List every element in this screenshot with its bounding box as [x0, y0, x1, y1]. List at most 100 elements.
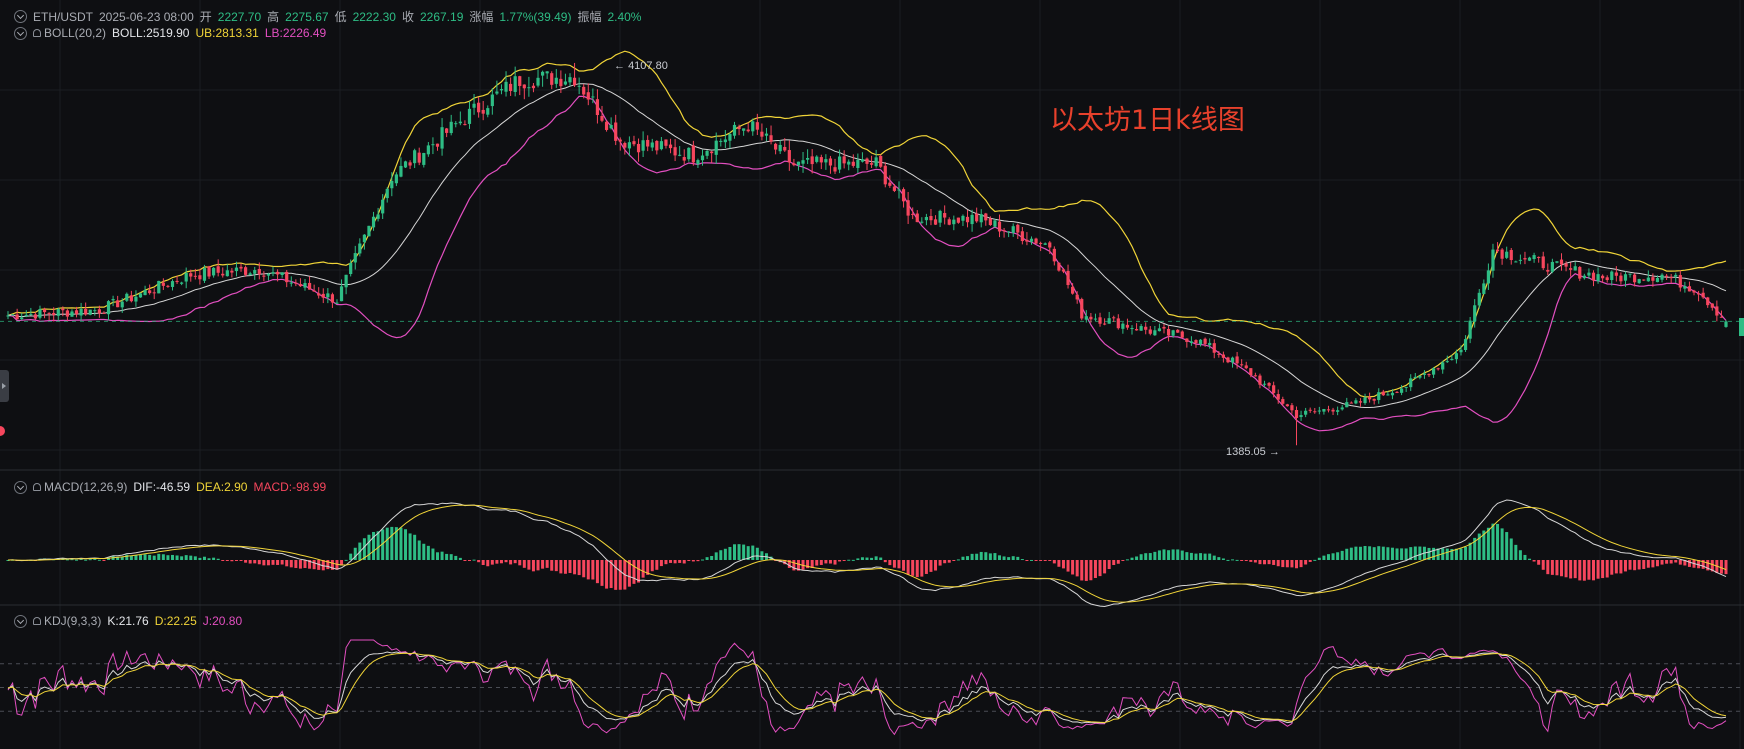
candle-body	[929, 216, 933, 221]
candle-body	[248, 273, 252, 276]
candle-body	[1089, 316, 1093, 320]
candle-body	[1436, 368, 1440, 370]
candle-body	[426, 145, 430, 155]
candle-body	[1007, 231, 1011, 233]
bell-icon[interactable]	[33, 29, 41, 37]
low-marker-value: 1385.05	[1226, 446, 1266, 458]
candle-body	[1546, 269, 1550, 272]
candle-body	[710, 151, 714, 154]
macd-histogram-bar	[362, 538, 366, 560]
macd-histogram-bar	[1281, 560, 1285, 568]
macd-histogram-bar	[326, 560, 330, 570]
candle-body	[751, 121, 755, 132]
macd-histogram-bar	[1313, 559, 1317, 561]
macd-histogram-bar	[276, 560, 280, 565]
candle-body	[120, 301, 124, 308]
macd-histogram-bar	[1358, 546, 1362, 560]
macd-histogram-bar	[449, 554, 453, 560]
candle-body	[705, 150, 709, 156]
candle-body	[362, 234, 366, 243]
macd-histogram-bar	[207, 558, 211, 560]
side-panel-handle[interactable]	[0, 370, 9, 402]
boll-ub-value: UB:2813.31	[195, 26, 259, 40]
macd-histogram-bar	[1687, 560, 1691, 567]
candle-body	[1628, 273, 1632, 275]
candle-body	[815, 156, 819, 162]
high-marker-value: 4107.80	[628, 60, 668, 72]
kdj-k-line	[7, 651, 1727, 724]
macd-histogram-bar	[1295, 560, 1298, 569]
collapse-icon[interactable]	[14, 10, 27, 23]
candle-body	[111, 298, 115, 301]
macd-histogram-bar	[1582, 560, 1586, 581]
macd-histogram-bar	[125, 554, 129, 560]
macd-histogram-bar	[618, 560, 622, 590]
macd-histogram-bar	[367, 534, 371, 560]
candle-body	[513, 76, 517, 93]
macd-histogram-bar	[157, 553, 161, 560]
candle-body	[874, 157, 878, 167]
macd-histogram-bar	[1724, 560, 1728, 575]
kdj-d-value: D:22.25	[154, 614, 197, 628]
candle-body	[212, 267, 216, 276]
candle-body	[257, 268, 261, 275]
candle-body	[1660, 274, 1664, 280]
candle-body	[326, 293, 330, 298]
macd-histogram-bar	[536, 560, 540, 571]
macd-histogram-bar	[1345, 548, 1349, 560]
macd-histogram-bar	[1080, 560, 1084, 581]
macd-histogram-bar	[1386, 547, 1390, 560]
candle-body	[472, 103, 476, 108]
candle-body	[1048, 242, 1052, 248]
candle-body	[1719, 316, 1724, 318]
macd-histogram-bar	[1212, 555, 1216, 560]
candle-body	[1121, 323, 1125, 329]
macd-histogram-bar	[1482, 530, 1486, 560]
macd-histogram-bar	[1349, 547, 1353, 560]
macd-histogram-bar	[431, 548, 435, 560]
candle-body	[1696, 293, 1701, 295]
candle-body	[134, 296, 138, 302]
candle-body	[180, 282, 184, 284]
macd-histogram-bar	[609, 560, 613, 588]
macd-histogram-bar	[1153, 551, 1157, 560]
macd-histogram-bar	[1263, 560, 1267, 565]
macd-histogram-bar	[225, 560, 229, 561]
macd-histogram-bar	[1719, 560, 1723, 574]
macd-histogram-bar	[664, 560, 668, 565]
collapse-icon[interactable]	[14, 26, 27, 40]
macd-histogram-bar	[257, 560, 261, 565]
candle-body	[879, 155, 883, 167]
macd-histogram-bar	[842, 560, 846, 561]
macd-histogram-bar	[819, 560, 823, 565]
bell-icon[interactable]	[33, 617, 41, 625]
candle-body	[641, 140, 645, 151]
bell-icon[interactable]	[33, 483, 41, 491]
candle-body	[531, 85, 536, 89]
macd-histogram-bar	[568, 560, 572, 574]
macd-histogram-bar	[440, 551, 444, 560]
collapse-icon[interactable]	[14, 614, 27, 628]
candle-body	[915, 213, 919, 223]
macd-histogram-bar	[1007, 557, 1011, 560]
candle-body	[540, 71, 545, 76]
candle-body	[148, 290, 152, 294]
candle-body	[728, 134, 732, 141]
macd-histogram-bar	[180, 556, 184, 560]
collapse-icon[interactable]	[14, 480, 27, 494]
macd-histogram-bar	[1157, 550, 1161, 560]
macd-histogram-bar	[1189, 552, 1193, 560]
macd-histogram-bar	[454, 555, 458, 560]
macd-histogram-bar	[321, 560, 325, 571]
macd-histogram-bar	[1112, 560, 1116, 566]
candle-body	[1459, 349, 1463, 353]
candle-body	[1505, 251, 1509, 258]
candle-body	[1441, 362, 1445, 370]
candle-body	[970, 214, 974, 225]
macd-histogram-bar	[755, 547, 759, 560]
macd-histogram-bar	[1034, 560, 1038, 561]
macd-histogram-bar	[1459, 548, 1463, 560]
macd-histogram-bar	[445, 553, 449, 560]
candle-body	[390, 180, 394, 189]
